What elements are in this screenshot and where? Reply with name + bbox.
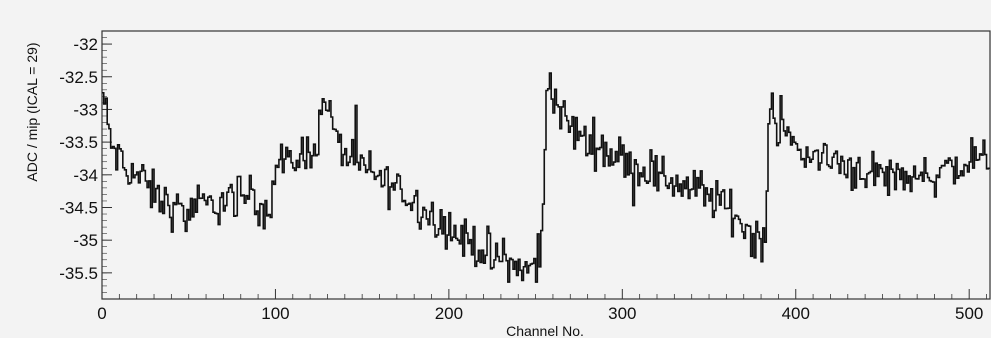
y-tick-label: -35.5 [59,264,98,283]
x-tick-label: 0 [97,304,106,323]
y-tick-label: -32.5 [59,68,98,87]
y-axis-title: ADC / mip (ICAL = 29) [24,42,40,181]
y-tick-label: -34.5 [59,198,98,217]
y-tick-label: -32 [73,35,98,54]
data-layer [102,72,990,283]
x-tick-label: 500 [955,304,983,323]
x-tick-label: 300 [608,304,636,323]
y-tick-label: -34 [73,166,98,185]
x-tick-label: 400 [782,304,810,323]
plot-frame [101,30,991,300]
series-line [102,72,990,283]
y-tick-label: -33.5 [59,133,98,152]
x-tick-label: 200 [435,304,463,323]
y-tick-label: -33 [73,100,98,119]
x-tick-label: 100 [261,304,289,323]
y-tick-label: -35 [73,231,98,250]
x-axis-title: Channel No. [506,323,584,338]
tick-labels-layer: 0 100 200 300 400 500 -32 -32.5 -33 -33.5 -34 -34.5… [59,35,983,323]
